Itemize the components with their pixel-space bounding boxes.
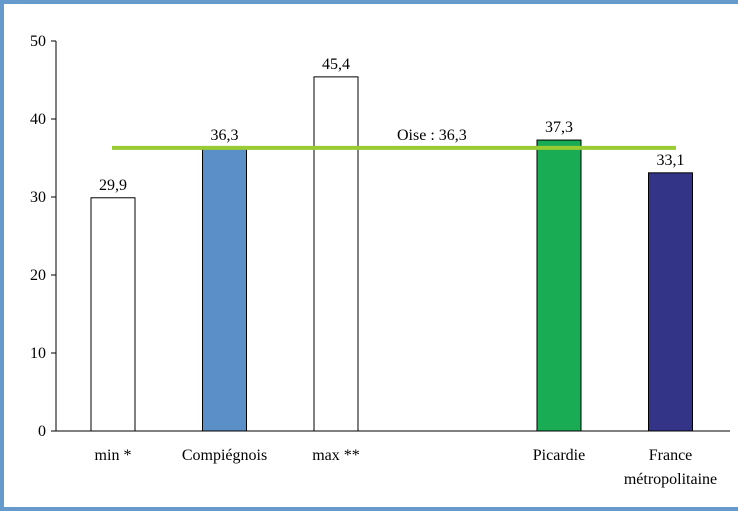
y-tick-label: 0 — [38, 423, 46, 440]
labels: 29,9 min * 36,3 Compiégnois 45,4 max ** 37,3 Pi… — [95, 56, 718, 488]
y-tick-label: 30 — [30, 189, 46, 206]
category-label: France métropolitaine — [624, 447, 717, 488]
bar — [536, 139, 582, 432]
y-tick-label: 20 — [30, 267, 46, 284]
reference-line-group: Oise : 36,3 — [112, 127, 676, 150]
axes: 0 10 20 30 40 50 — [30, 33, 730, 440]
data-label: 37,3 — [545, 119, 573, 136]
bar-chart: 0 10 20 30 40 50 Oise : 36,3 29,9 min * 36,3 Com… — [30, 33, 730, 488]
y-tick-label: 40 — [30, 111, 46, 128]
category-label: max ** — [312, 447, 360, 464]
data-label: 36,3 — [211, 127, 239, 144]
y-tick-label: 50 — [30, 33, 46, 50]
data-label: 29,9 — [99, 177, 127, 194]
data-label: 45,4 — [322, 56, 350, 73]
category-label: min * — [95, 447, 132, 464]
bars — [90, 76, 693, 432]
category-label: Picardie — [533, 447, 585, 464]
y-tick-label: 10 — [30, 345, 46, 362]
category-label: Compiégnois — [182, 447, 267, 464]
bar — [313, 76, 359, 432]
reference-line-label: Oise : 36,3 — [397, 127, 467, 144]
bar — [202, 147, 247, 432]
bar — [90, 197, 136, 432]
bar — [648, 172, 693, 432]
data-label: 33,1 — [657, 152, 685, 169]
